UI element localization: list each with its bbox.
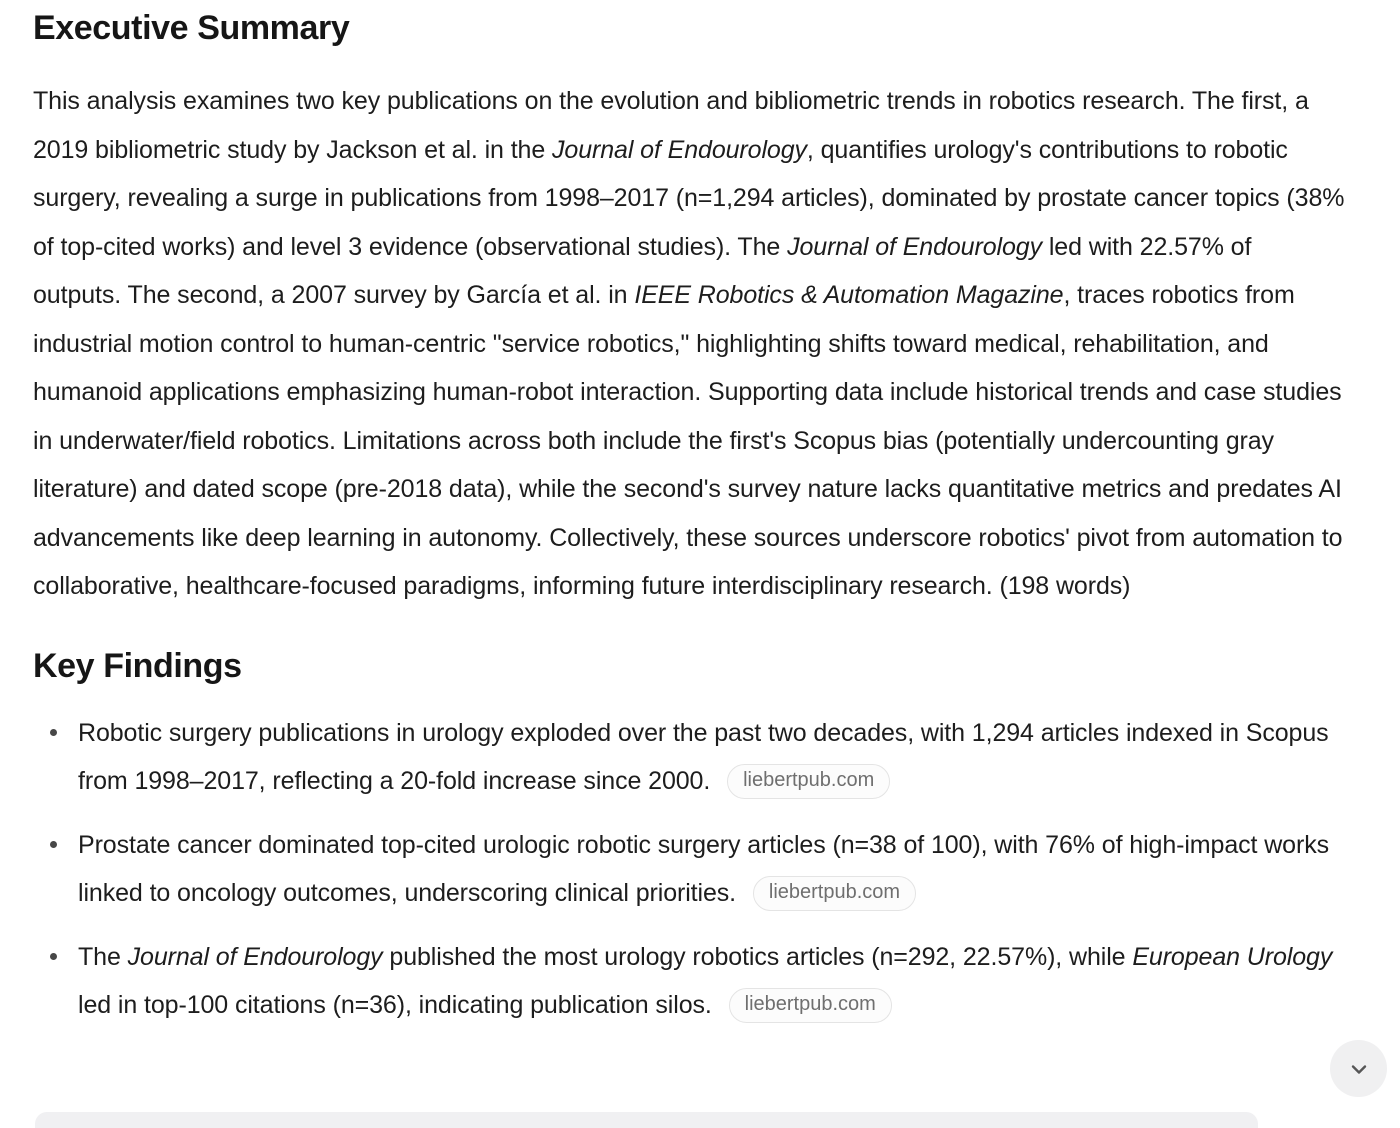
citation-pill[interactable]: liebertpub.com <box>752 876 917 911</box>
next-section-card-edge <box>35 1112 1258 1128</box>
citation-pill[interactable]: liebertpub.com <box>727 764 891 799</box>
finding-text: Prostate cancer dominated top-cited urol… <box>78 830 1330 908</box>
list-item: Prostate cancer dominated top-cited urol… <box>33 821 1345 918</box>
citation-pill[interactable]: liebertpub.com <box>728 988 892 1023</box>
bullet-icon <box>50 840 57 848</box>
bullet-icon <box>50 952 57 960</box>
executive-summary-heading: Executive Summary <box>33 9 350 47</box>
list-item: The Journal of Endourology published the… <box>33 933 1345 1030</box>
chevron-down-icon <box>1347 1057 1371 1081</box>
finding-text: Robotic surgery publications in urology … <box>78 718 1329 796</box>
key-findings-heading: Key Findings <box>33 646 242 685</box>
executive-summary-paragraph: This analysis examines two key publicati… <box>33 87 1345 600</box>
finding-text: The Journal of Endourology published the… <box>78 942 1333 1020</box>
scroll-down-button[interactable] <box>1330 1040 1387 1097</box>
list-item: Robotic surgery publications in urology … <box>33 709 1345 806</box>
key-findings-list: Robotic surgery publications in urology … <box>33 709 1345 1030</box>
answer-content: Executive Summary This analysis examines… <box>33 0 1345 1045</box>
bullet-icon <box>50 728 57 736</box>
